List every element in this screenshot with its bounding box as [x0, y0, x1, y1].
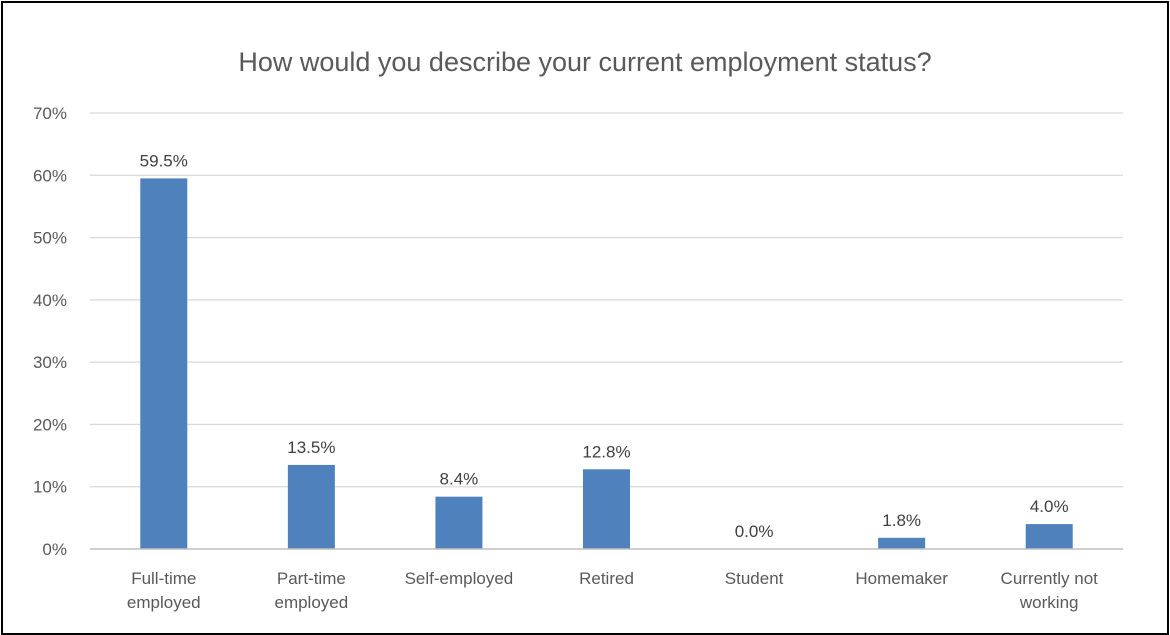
bar-chart: How would you describe your current empl… — [33, 47, 1123, 612]
x-category-label: Retired — [579, 569, 634, 588]
bar — [140, 178, 188, 549]
y-axis-ticks: 0% 10% 20% 30% 40% 50% 60% 70% — [33, 104, 67, 559]
x-category-label: Part-time employed — [274, 569, 348, 612]
bars — [140, 178, 1073, 549]
x-category-label: Currently not working — [1001, 569, 1099, 612]
data-label: 4.0% — [1030, 497, 1069, 516]
x-category-label: Full-time employed — [127, 569, 201, 612]
y-tick-label: 20% — [33, 415, 67, 434]
bar — [435, 496, 483, 549]
data-label: 1.8% — [882, 511, 921, 530]
x-category-label: Self-employed — [405, 569, 514, 588]
y-tick-label: 40% — [33, 291, 67, 310]
x-category-label: Homemaker — [855, 569, 948, 588]
data-label: 12.8% — [582, 442, 630, 461]
y-tick-label: 10% — [33, 478, 67, 497]
x-axis-categories: Full-time employed Part-time employed Self-e… — [127, 569, 1098, 612]
data-label: 13.5% — [287, 438, 335, 457]
bar — [1025, 524, 1073, 549]
chart-title: How would you describe your current empl… — [238, 47, 931, 77]
data-label: 59.5% — [140, 151, 188, 170]
data-labels: 59.5% 13.5% 8.4% 12.8% 0.0% 1.8% 4.0% — [140, 151, 1069, 541]
bar — [287, 464, 335, 549]
y-tick-label: 30% — [33, 353, 67, 372]
y-tick-label: 60% — [33, 166, 67, 185]
y-tick-label: 70% — [33, 104, 67, 123]
data-label: 0.0% — [735, 522, 774, 541]
gridlines — [90, 112, 1123, 488]
y-tick-label: 50% — [33, 229, 67, 248]
data-label: 8.4% — [440, 470, 479, 489]
bar — [583, 469, 630, 549]
y-tick-label: 0% — [42, 540, 67, 559]
x-category-label: Student — [725, 569, 784, 588]
bar — [878, 537, 926, 549]
